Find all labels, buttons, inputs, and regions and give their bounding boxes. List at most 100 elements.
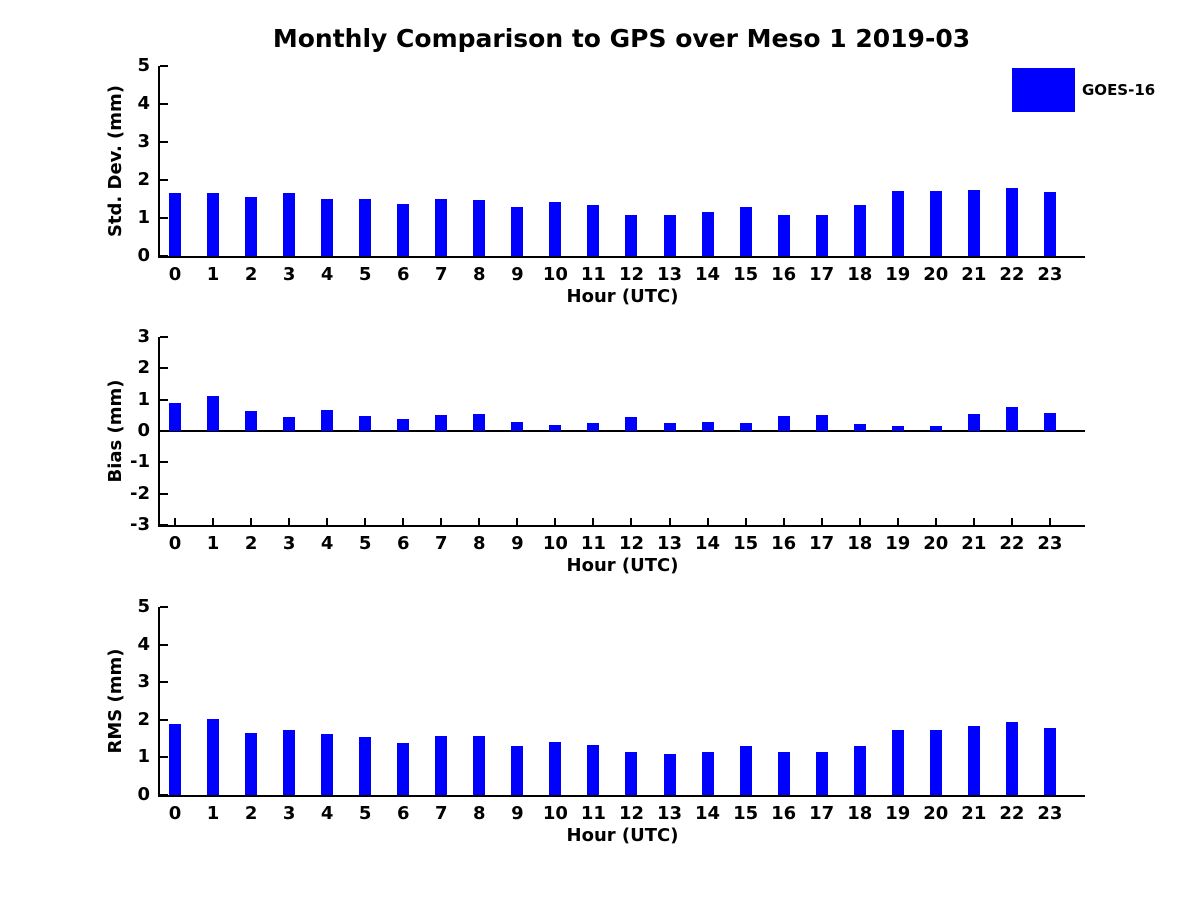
x-tick-label: 20 xyxy=(923,803,949,824)
bar-hour-21 xyxy=(967,413,980,431)
bar-hour-0 xyxy=(169,192,181,256)
x-tick-label: 23 xyxy=(1037,803,1063,824)
bar-hour-13 xyxy=(663,422,676,431)
x-tick xyxy=(592,518,595,525)
y-tick xyxy=(160,756,168,759)
x-tick-label: 6 xyxy=(396,264,410,285)
bar-hour-1 xyxy=(207,192,220,256)
y-tick xyxy=(160,461,168,464)
x-tick xyxy=(782,518,785,525)
y-tick xyxy=(160,179,168,181)
bar-hour-19 xyxy=(891,425,904,431)
x-tick xyxy=(212,518,215,525)
x-tick-label: 10 xyxy=(542,264,568,285)
bar-hour-5 xyxy=(359,736,372,795)
y-axis-label: Std. Dev. (mm) xyxy=(105,84,126,238)
y-tick xyxy=(160,794,168,796)
x-tick-label: 3 xyxy=(282,533,296,554)
x-tick xyxy=(934,518,937,525)
bar-hour-23 xyxy=(1043,191,1056,256)
x-tick-label: 13 xyxy=(656,533,683,554)
x-tick-label: 14 xyxy=(695,803,721,824)
y-tick-label: 3 xyxy=(137,326,150,347)
x-tick-label: 18 xyxy=(847,803,873,824)
y-tick-label: 1 xyxy=(137,746,150,768)
x-tick-label: 21 xyxy=(961,803,987,824)
x-tick-label: 12 xyxy=(618,803,644,824)
y-tick-label: 3 xyxy=(137,671,150,693)
bar-hour-17 xyxy=(815,415,828,431)
x-tick-label: 19 xyxy=(885,803,911,824)
bar-hour-12 xyxy=(625,417,638,431)
x-tick xyxy=(402,518,405,525)
x-tick xyxy=(364,518,367,525)
bar-hour-10 xyxy=(549,202,562,256)
x-tick-label: 8 xyxy=(473,803,486,824)
x-tick-label: 22 xyxy=(999,533,1025,554)
bar-hour-14 xyxy=(701,212,714,256)
bar-hour-14 xyxy=(701,751,714,795)
x-tick-label: 12 xyxy=(618,533,644,554)
x-tick-label: 11 xyxy=(580,533,606,554)
bar-hour-3 xyxy=(283,192,296,256)
bar-hour-20 xyxy=(929,191,942,256)
bar-hour-10 xyxy=(549,741,562,795)
x-tick-label: 4 xyxy=(320,803,334,824)
bar-hour-2 xyxy=(245,411,258,431)
x-tick xyxy=(858,518,861,525)
y-tick xyxy=(160,524,168,526)
x-tick-label: 2 xyxy=(244,803,258,824)
x-tick xyxy=(706,518,709,525)
x-tick-label: 1 xyxy=(206,803,220,824)
bar-hour-9 xyxy=(511,421,524,431)
x-tick-label: 5 xyxy=(358,533,372,554)
y-tick xyxy=(160,718,168,721)
y-tick xyxy=(160,643,168,646)
x-tick-label: 20 xyxy=(923,533,949,554)
bar-hour-0 xyxy=(169,723,181,795)
bar-hour-4 xyxy=(321,198,334,256)
bar-hour-18 xyxy=(853,745,866,795)
x-tick-label: 21 xyxy=(961,533,987,554)
bar-hour-5 xyxy=(359,416,372,431)
x-tick xyxy=(250,518,253,525)
x-tick-label: 15 xyxy=(733,533,759,554)
bar-hour-13 xyxy=(663,754,676,795)
bar-hour-23 xyxy=(1043,728,1056,795)
x-tick-label: 23 xyxy=(1037,533,1063,554)
bar-hour-4 xyxy=(321,410,334,431)
x-tick xyxy=(174,518,176,525)
x-tick-label: 3 xyxy=(282,803,296,824)
y-tick xyxy=(160,65,168,67)
bar-hour-7 xyxy=(435,415,448,431)
x-tick xyxy=(554,518,557,525)
bar-hour-6 xyxy=(397,203,410,256)
y-tick-label: 0 xyxy=(137,245,150,266)
x-tick-label: 7 xyxy=(435,264,448,285)
x-tick-label: 1 xyxy=(206,533,220,554)
y-tick-label: 5 xyxy=(137,596,150,617)
y-tick-label: 1 xyxy=(137,207,150,228)
bar-hour-18 xyxy=(853,424,866,431)
x-tick-label: 4 xyxy=(320,533,334,554)
y-tick xyxy=(160,336,168,338)
bar-hour-17 xyxy=(815,214,828,256)
x-tick xyxy=(440,518,443,525)
y-tick xyxy=(160,141,168,143)
bar-hour-20 xyxy=(929,425,942,431)
bar-hour-3 xyxy=(283,729,296,795)
bar-hour-1 xyxy=(207,719,220,795)
x-tick-label: 0 xyxy=(168,264,182,285)
x-tick xyxy=(972,518,975,525)
x-tick xyxy=(516,518,519,525)
bar-hour-22 xyxy=(1005,722,1018,795)
y-tick-label: 3 xyxy=(137,131,150,152)
bar-hour-8 xyxy=(473,413,486,431)
x-tick-label: 2 xyxy=(244,264,258,285)
x-tick xyxy=(288,518,291,525)
bar-hour-13 xyxy=(663,214,676,256)
bar-hour-7 xyxy=(435,735,448,795)
x-tick xyxy=(896,518,899,525)
bar-hour-8 xyxy=(473,735,486,795)
y-tick-label: 4 xyxy=(137,93,150,114)
